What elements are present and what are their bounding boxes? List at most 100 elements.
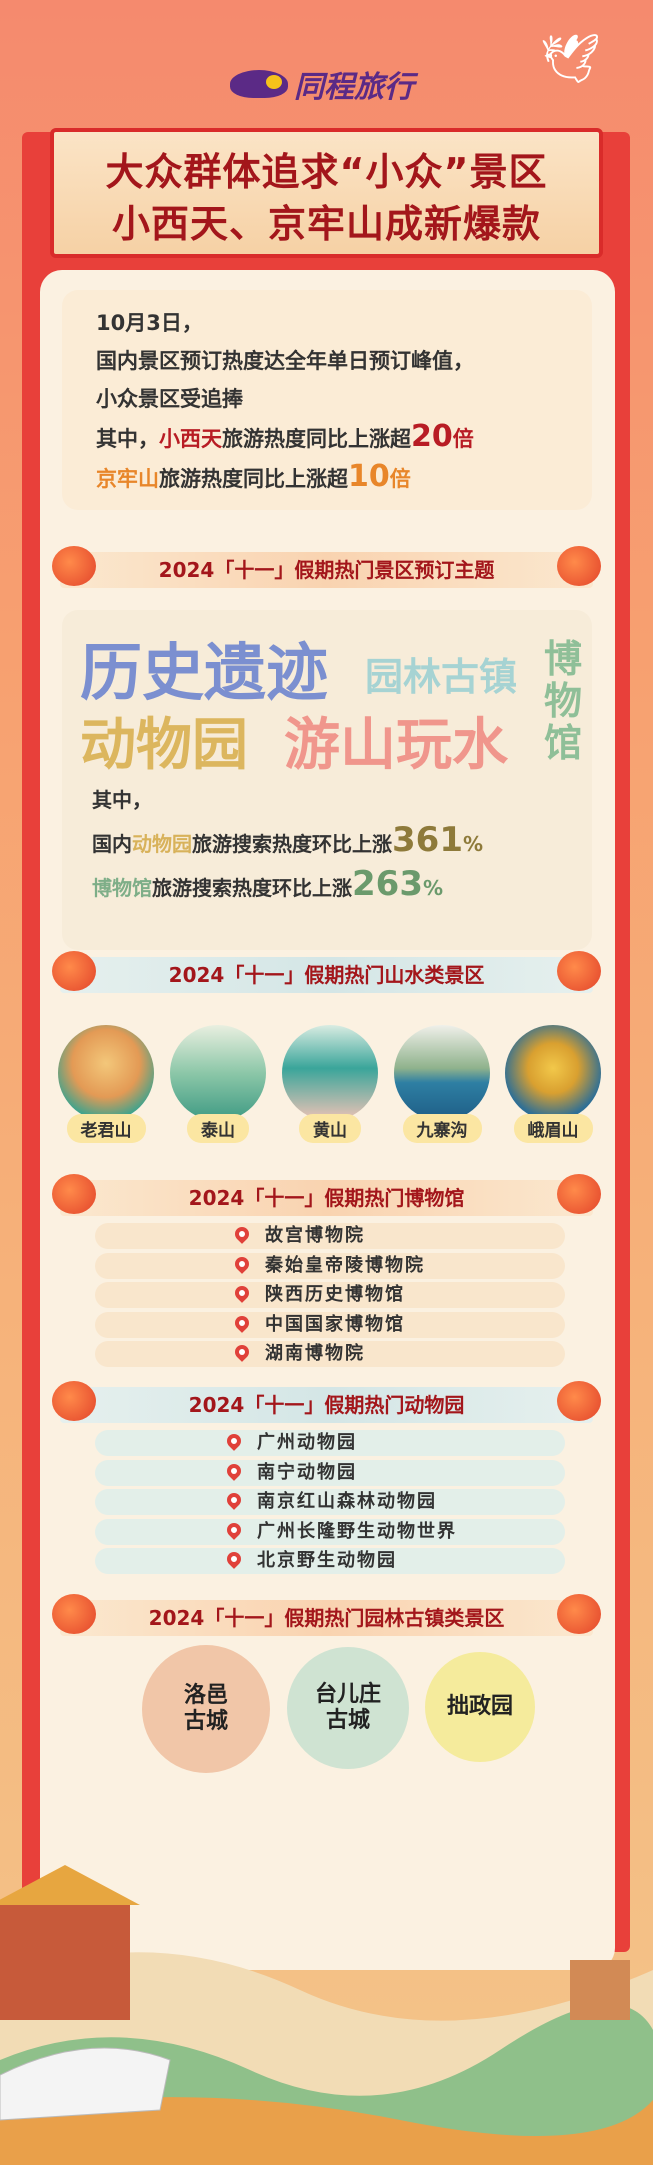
list-item[interactable]: 故宫博物院 [95,1223,565,1249]
intro-line: 小众景区受追捧 [96,387,243,411]
scenic-item[interactable]: 峨眉山 [505,1025,601,1143]
section-title: 2024「十一」假期热门景区预订主题 [158,558,495,582]
theme-stats: 其中， 国内动物园旅游搜索热度环比上涨361% 博物馆旅游搜索热度环比上涨263… [92,780,483,908]
text: 国内 [92,832,132,856]
scenic-item[interactable]: 九寨沟 [394,1025,490,1143]
scenic-item[interactable]: 泰山 [170,1025,266,1143]
section-title: 2024「十一」假期热门博物馆 [188,1186,465,1210]
list-item[interactable]: 广州动物园 [95,1430,565,1456]
town-item[interactable]: 拙政园 [425,1652,535,1762]
list-item[interactable]: 广州长隆野生动物世界 [95,1518,565,1545]
scenic-label: 峨眉山 [513,1114,593,1143]
list-item-label: 秦始皇帝陵博物院 [265,1254,425,1276]
jiuzhaigou-illustration [394,1025,490,1121]
text: 旅游热度同比上涨超 [222,427,411,451]
stat-intro: 其中， [92,788,152,812]
lantern-icon [52,546,96,586]
brand-name: 同程旅行 [294,70,414,105]
text: 其中， [96,427,159,451]
scenic-label: 九寨沟 [402,1114,482,1143]
list-item-label: 广州动物园 [257,1432,357,1453]
lantern-icon [52,1381,96,1421]
title-line-2: 小西天、京牢山成新爆款 [111,202,541,246]
list-item[interactable]: 湖南博物院 [95,1341,565,1367]
lantern-icon [557,1381,601,1421]
section-title: 2024「十一」假期热门动物园 [188,1393,465,1417]
highlight-place: 京牢山 [96,467,159,491]
town-item[interactable]: 台儿庄 古城 [287,1647,409,1769]
list-item[interactable]: 陕西历史博物馆 [95,1282,565,1308]
location-pin-icon [224,1431,244,1451]
list-item[interactable]: 北京野生动物园 [95,1548,565,1574]
lantern-icon [557,1174,601,1214]
section-header-museums: 2024「十一」假期热门博物馆 [52,1174,601,1216]
list-item-label: 北京野生动物园 [257,1550,397,1571]
list-item[interactable]: 中国国家博物馆 [95,1311,565,1338]
list-item-label: 湖南博物院 [265,1343,365,1364]
emeishan-illustration [505,1025,601,1121]
word-zoo: 动物园 [80,713,248,778]
scenic-item[interactable]: 老君山 [58,1025,154,1143]
autumn-trees [0,2097,653,2165]
text: 旅游搜索热度环比上涨 [152,876,352,900]
location-pin-icon [232,1283,252,1303]
list-item[interactable]: 南宁动物园 [95,1459,565,1486]
section-header-scenic: 2024「十一」假期热门山水类景区 [52,951,601,993]
palace-building [0,1900,130,2020]
location-pin-icon [224,1519,244,1540]
highlight-number: 263 [352,864,423,904]
landscape-illustration [0,1865,653,2165]
unit: 倍 [389,467,411,491]
palace-roof [0,1865,140,1905]
unit: % [462,832,484,856]
list-item-label: 南京红山森林动物园 [257,1491,437,1512]
intro-box: 10月3日， 国内景区预订热度达全年单日预订峰值， 小众景区受追捧 其中，小西天… [62,290,592,510]
lantern-icon [557,546,601,586]
town-item[interactable]: 洛邑 古城 [142,1645,270,1773]
scenic-label: 泰山 [187,1114,249,1143]
lantern-icon [52,1174,96,1214]
highlight-number: 20 [411,419,453,454]
unit: 倍 [452,427,474,451]
scenic-label: 黄山 [299,1114,361,1143]
list-item[interactable]: 南京红山森林动物园 [95,1489,565,1515]
highlight-place: 动物园 [132,832,192,856]
intro-line: 京牢山旅游热度同比上涨超10倍 [96,458,592,498]
list-item-label: 中国国家博物馆 [265,1313,405,1335]
themes-box: 历史遗迹 园林古镇 博物馆 动物园 游山玩水 其中， 国内动物园旅游搜索热度环比… [62,610,592,950]
town-name: 古城 [325,1708,370,1733]
word-museum: 博物馆 [544,637,583,765]
huangshan-illustration [282,1025,378,1121]
logo-mark-icon [230,70,288,98]
lantern-icon [52,951,96,991]
list-item-label: 故宫博物院 [265,1225,365,1246]
taishan-illustration [170,1025,266,1121]
scenic-item[interactable]: 黄山 [282,1025,378,1143]
highlight-place: 博物馆 [92,876,152,900]
location-pin-icon [232,1312,252,1333]
section-header-zoos: 2024「十一」假期热门动物园 [52,1381,601,1423]
stat-museum: 博物馆旅游搜索热度环比上涨263% [92,864,483,908]
list-item-label: 陕西历史博物馆 [265,1284,405,1305]
word-history: 历史遗迹 [80,636,329,709]
stat-zoo: 国内动物园旅游搜索热度环比上涨361% [92,820,483,864]
highlight-number: 10 [348,459,390,494]
brand-logo: 同程旅行 [230,62,414,106]
list-item[interactable]: 秦始皇帝陵博物院 [95,1252,565,1279]
laojun-illustration [58,1025,154,1121]
location-pin-icon [224,1549,244,1569]
location-pin-icon [232,1224,252,1244]
text: 旅游热度同比上涨超 [159,467,348,491]
title-line-1: 大众群体追求“小众”景区 [105,150,548,194]
town-name: 洛邑 [183,1683,228,1708]
section-title: 2024「十一」假期热门园林古镇类景区 [148,1606,505,1630]
text: 旅游搜索热度环比上涨 [192,832,392,856]
location-pin-icon [224,1460,244,1481]
list-item-label: 南宁动物园 [257,1461,357,1483]
train [0,2047,171,2121]
town-name: 古城 [183,1709,228,1734]
great-wall-tower [570,1960,630,2020]
intro-date: 10月3日， [96,311,203,335]
section-header-themes: 2024「十一」假期热门景区预订主题 [52,546,601,588]
lantern-icon [52,1594,96,1634]
